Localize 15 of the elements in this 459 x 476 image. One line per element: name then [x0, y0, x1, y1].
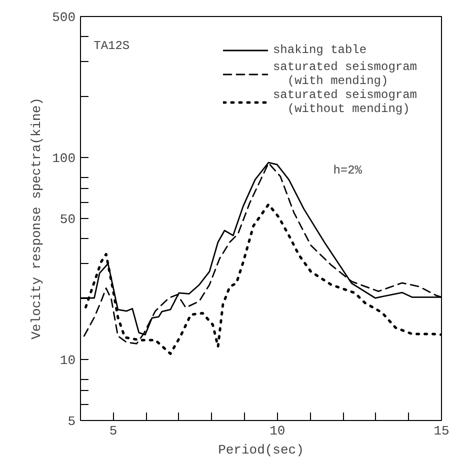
legend-label: shaking table	[272, 43, 367, 57]
annotation: h=2%	[333, 163, 363, 178]
legend-label: saturated seismogram (without mending)	[272, 88, 417, 116]
y-tick-label: 50	[60, 212, 76, 227]
x-axis-title: Period(sec)	[218, 442, 304, 458]
y-tick-label: 100	[52, 151, 76, 166]
y-tick-label: 10	[60, 353, 76, 368]
x-tick-label: 5	[109, 424, 118, 438]
legend-label: saturated seismogram (with mending)	[272, 60, 417, 88]
annotation: TA12S	[94, 38, 130, 53]
x-tick-label: 15	[434, 424, 450, 438]
y-tick-label: 500	[52, 10, 76, 25]
x-tick-label: 10	[270, 424, 286, 438]
y-axis-title: Velocity response spectra(kine)	[29, 98, 44, 340]
y-tick-label: 5	[68, 414, 76, 429]
